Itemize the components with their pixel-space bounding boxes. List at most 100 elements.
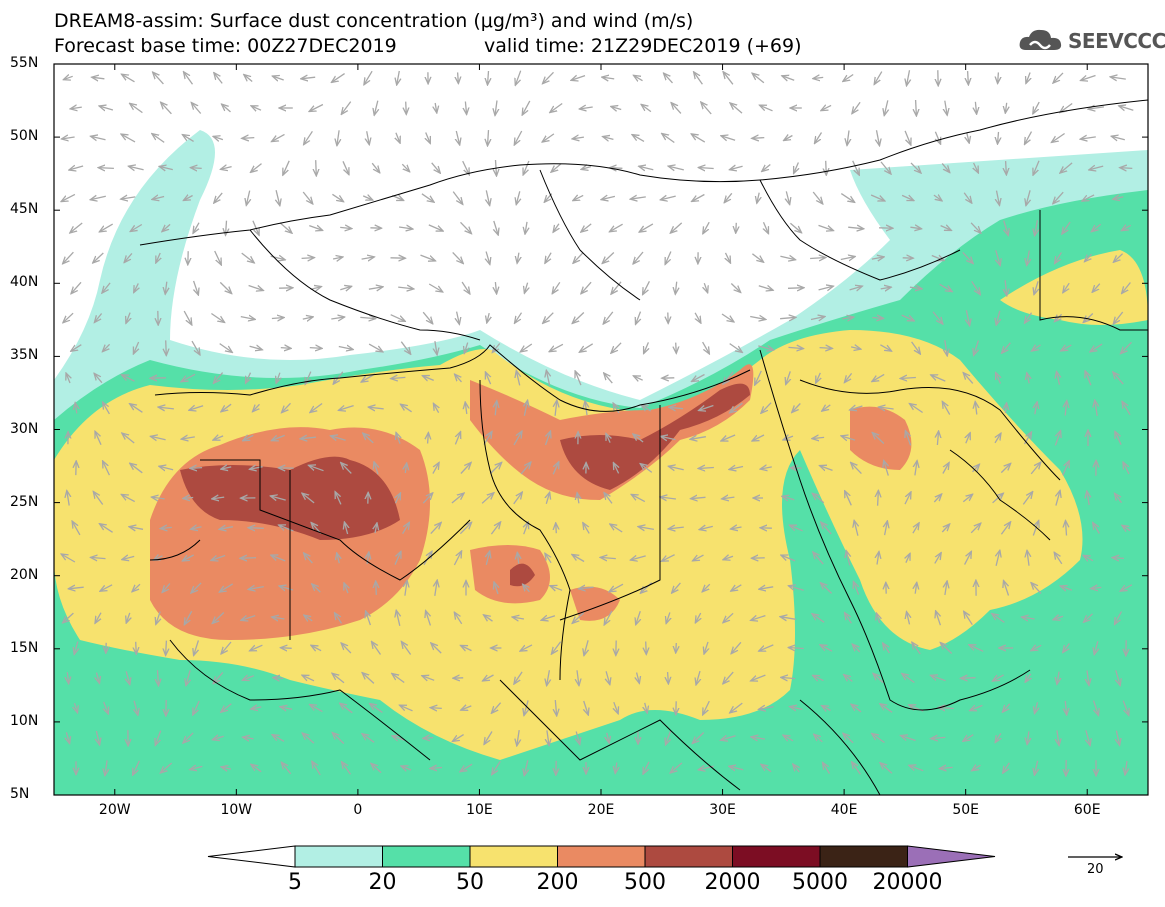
wind-arrow — [338, 406, 354, 411]
wind-arrow — [460, 763, 473, 772]
wind-arrow — [1027, 550, 1029, 566]
wind-arrow — [1062, 221, 1071, 234]
wind-arrow — [822, 706, 831, 711]
lat-label: 10N — [10, 712, 39, 729]
wind-arrow — [613, 403, 619, 414]
wind-arrow — [585, 401, 587, 416]
wind-arrow — [272, 76, 284, 80]
wind-arrow — [72, 521, 81, 536]
wind-arrow — [280, 348, 291, 349]
wind-arrow — [790, 707, 803, 710]
lon-label: 40E — [830, 802, 858, 818]
wind-arrow — [1093, 523, 1100, 534]
wind-arrow — [940, 226, 952, 231]
wind-arrow — [632, 135, 645, 142]
wind-arrow — [221, 703, 232, 712]
wind-arrow — [134, 700, 138, 716]
wind-arrow — [335, 492, 342, 505]
wind-arrow — [968, 71, 969, 85]
wind-arrow — [183, 310, 192, 325]
wind-arrow — [751, 674, 766, 681]
wind-arrow — [430, 708, 442, 709]
wind-arrow — [759, 644, 774, 651]
wind-arrow — [942, 401, 951, 415]
wind-arrow — [428, 283, 443, 292]
wind-arrow — [606, 433, 610, 443]
wind-arrow — [1092, 700, 1099, 716]
wind-arrow — [251, 163, 262, 173]
wind-arrow — [579, 343, 594, 352]
wind-arrow — [542, 133, 555, 142]
wind-arrow — [494, 582, 498, 595]
wind-arrow — [820, 466, 833, 471]
wind-arrow — [430, 522, 441, 535]
wind-arrow — [604, 493, 613, 504]
wind-arrow — [405, 580, 407, 596]
wind-arrow — [253, 403, 260, 411]
wind-arrow — [850, 406, 863, 410]
wind-arrow — [133, 760, 140, 775]
wind-arrow — [726, 252, 731, 263]
wind-arrow — [961, 678, 976, 679]
wind-arrow — [330, 436, 346, 440]
wind-arrow — [394, 551, 401, 565]
wind-arrow — [723, 556, 734, 559]
wind-arrow — [730, 402, 743, 413]
wind-arrow — [150, 436, 166, 439]
wind-arrow — [1030, 462, 1041, 475]
wind-arrow — [222, 104, 231, 113]
wind-arrow — [136, 641, 137, 654]
wind-arrow — [643, 761, 650, 774]
wind-arrow — [312, 584, 321, 593]
wind-arrow — [1086, 730, 1090, 745]
wind-arrow — [676, 642, 677, 653]
wind-arrow — [583, 523, 590, 534]
wind-arrow — [880, 704, 893, 713]
wind-arrow — [694, 72, 703, 85]
wind-arrow — [520, 644, 533, 651]
wind-arrow — [160, 762, 173, 773]
wind-arrow — [194, 640, 199, 655]
wind-arrow — [883, 643, 890, 654]
wind-arrow — [302, 675, 315, 682]
wind-arrow — [311, 523, 322, 534]
wind-arrow — [525, 221, 527, 234]
wind-arrow — [736, 222, 737, 233]
wind-arrow — [722, 497, 735, 499]
logo-text: SEEVCCC — [1068, 29, 1165, 53]
wind-arrow — [362, 196, 373, 200]
wind-arrow — [1095, 400, 1097, 416]
wind-arrow — [186, 670, 190, 685]
wind-arrow — [850, 347, 861, 349]
colorbar-label: 20000 — [872, 870, 943, 895]
wind-arrow — [152, 197, 165, 200]
wind-arrow — [423, 551, 432, 566]
wind-arrow — [1116, 730, 1119, 746]
wind-arrow — [545, 252, 552, 264]
wind-arrow — [692, 373, 705, 382]
wind-arrow — [852, 160, 860, 175]
wind-arrow — [878, 490, 879, 506]
wind-arrow — [522, 100, 531, 115]
wind-arrow — [515, 312, 523, 324]
wind-arrow — [931, 675, 946, 682]
wind-arrow — [271, 555, 286, 562]
wind-arrow — [400, 705, 413, 712]
wind-arrow — [541, 616, 556, 620]
wind-arrow — [910, 162, 921, 173]
wind-arrow — [844, 372, 853, 382]
wind-arrow — [870, 194, 885, 201]
wind-arrow — [457, 311, 460, 325]
wind-arrow — [126, 312, 130, 324]
wind-arrow — [545, 553, 552, 564]
wind-arrow — [456, 130, 459, 145]
wind-arrow — [1053, 72, 1064, 83]
wind-arrow — [571, 76, 586, 81]
wind-arrow — [301, 77, 316, 79]
wind-arrow — [400, 341, 410, 355]
wind-arrow — [996, 310, 1000, 325]
wind-arrow — [220, 167, 232, 170]
wind-arrow — [370, 704, 383, 714]
wind-arrow — [729, 467, 744, 470]
wind-arrow — [184, 72, 194, 85]
